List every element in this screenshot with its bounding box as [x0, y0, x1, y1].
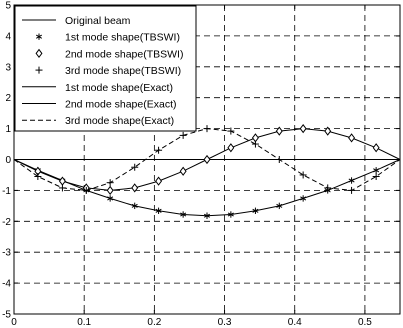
y-tick-labels: -5 -4 -3 -2 -1 0 1 2 3 4 5 [2, 1, 11, 321]
asterisk-stroke [155, 208, 162, 213]
asterisk-stroke [348, 178, 355, 183]
series-3-point [348, 133, 356, 143]
y-tick-label: -4 [2, 279, 11, 290]
diamond-shape [106, 185, 114, 196]
asterisk-stroke [131, 203, 138, 208]
y-tick-label: 2 [5, 93, 11, 104]
x-tick-label: 0.2 [147, 317, 161, 328]
y-tick-label: -2 [2, 217, 11, 228]
series-2-point [300, 195, 307, 202]
legend-label-1: Original beam [65, 15, 131, 27]
diamond-shape [372, 143, 380, 153]
series-2-point [252, 207, 259, 214]
asterisk-stroke [180, 212, 187, 217]
diamond-shape [275, 126, 283, 136]
y-tick-label: 1 [5, 124, 11, 135]
y-tick-label: 3 [5, 62, 11, 73]
y-tick-label: 4 [5, 31, 11, 42]
legend-box [14, 5, 197, 132]
y-tick-label: -3 [2, 248, 11, 259]
series-4-point [348, 186, 356, 194]
series-4-point [275, 156, 283, 163]
series-2-point [203, 212, 211, 219]
y-tick-label: -1 [2, 186, 11, 197]
series-2-point [155, 207, 162, 214]
series-3-point [372, 143, 380, 153]
x-tick-label: 0.1 [77, 317, 91, 328]
asterisk-stroke [203, 213, 211, 218]
series-4-point [372, 172, 380, 180]
legend-label-3: 2nd mode shape(TBSWI) [65, 48, 183, 60]
series-2-point [107, 195, 114, 202]
series-4-point [251, 140, 259, 148]
legend-label-7: 3rd mode shape(Exact) [65, 115, 174, 127]
series-3-point [106, 185, 114, 196]
series-4-point [58, 184, 66, 192]
diamond-shape [348, 133, 356, 143]
series-3-point [203, 154, 211, 165]
series-4-point [299, 171, 307, 179]
series-2-point [348, 177, 355, 184]
series-3-point [179, 166, 187, 176]
legend-marker-2 [35, 33, 43, 40]
diamond-shape [179, 166, 187, 176]
legend-label-2: 1st mode shape(TBSWI) [65, 32, 180, 44]
x-tick-labels: 0 0.1 0.2 0.3 0.4 0.5 [11, 317, 372, 328]
series-4-point [34, 172, 42, 180]
diamond-shape [35, 48, 43, 59]
x-tick-label: 0.3 [218, 317, 232, 328]
asterisk-stroke [300, 196, 307, 201]
series-3-point [131, 183, 139, 193]
series-4-point [324, 184, 332, 192]
legend-marker-4 [35, 66, 43, 74]
series-4-point [131, 163, 139, 171]
legend-marker-3 [35, 48, 43, 59]
series-3-point [227, 143, 235, 153]
legend: Original beam 1st mode shape(TBSWI) 2nd mo… [14, 5, 197, 132]
x-tick-label: 0 [11, 317, 17, 328]
series-2-point [131, 202, 138, 210]
series-2-point [276, 202, 283, 210]
asterisk-stroke [107, 196, 114, 201]
x-tick-label: 0.5 [358, 317, 372, 328]
series-2-point [180, 211, 187, 218]
tbswi-markers [34, 123, 380, 219]
diamond-shape [155, 176, 163, 186]
diamond-shape [203, 154, 211, 165]
diamond-shape [299, 123, 307, 134]
series-3-point [155, 176, 163, 186]
asterisk-stroke [373, 168, 380, 173]
diamond-shape [227, 143, 235, 153]
series-4-point [155, 146, 163, 154]
series-4-point [203, 125, 211, 133]
series-3-point [275, 126, 283, 136]
diamond-shape [131, 183, 139, 193]
asterisk-stroke [227, 212, 234, 217]
series-3-point [324, 126, 332, 136]
series-4-point [179, 131, 187, 139]
series-4-point [82, 186, 90, 194]
diamond-shape [324, 126, 332, 136]
axis-ticks [13, 4, 400, 315]
y-tick-label: -5 [2, 310, 11, 321]
asterisk-stroke [252, 208, 259, 213]
series-4-point [106, 179, 114, 187]
asterisk-stroke [276, 203, 283, 208]
legend-label-5: 1st mode shape(Exact) [65, 82, 173, 94]
asterisk-stroke [35, 34, 43, 39]
series-2-point [227, 211, 234, 218]
series-4-point [227, 127, 235, 135]
legend-label-4: 3rd mode shape(TBSWI) [65, 65, 181, 77]
y-tick-label: 5 [5, 1, 11, 12]
series-3-point [299, 123, 307, 134]
series-2-point [373, 167, 380, 174]
legend-label-6: 2nd mode shape(Exact) [65, 99, 176, 111]
y-tick-label: 0 [5, 155, 11, 166]
x-tick-label: 0.4 [288, 317, 302, 328]
